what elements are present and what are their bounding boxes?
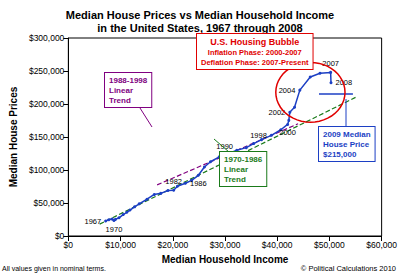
svg-text:1967: 1967 bbox=[84, 217, 101, 226]
svg-text:Trend: Trend bbox=[224, 175, 246, 184]
svg-text:Trend: Trend bbox=[109, 96, 131, 105]
svg-text:1970-1986: 1970-1986 bbox=[224, 155, 263, 164]
svg-text:2008: 2008 bbox=[335, 78, 353, 88]
svg-text:1988-1998: 1988-1998 bbox=[109, 76, 148, 85]
svg-text:$50,000: $50,000 bbox=[34, 198, 65, 208]
svg-text:Median House Prices: Median House Prices bbox=[8, 86, 19, 187]
svg-text:$60,000: $60,000 bbox=[366, 240, 397, 250]
svg-text:Median House Prices vs Median: Median House Prices vs Median Household … bbox=[66, 9, 334, 21]
svg-text:2000: 2000 bbox=[279, 128, 296, 137]
svg-text:Linear: Linear bbox=[109, 86, 133, 95]
svg-text:U.S. Housing Bubble: U.S. Housing Bubble bbox=[210, 37, 299, 47]
svg-text:All values given in nominal te: All values given in nominal terms. bbox=[2, 265, 106, 273]
svg-text:$0: $0 bbox=[64, 240, 74, 250]
svg-text:1982: 1982 bbox=[165, 177, 182, 186]
svg-text:in the United States, 1967 thr: in the United States, 1967 through 2008 bbox=[97, 22, 302, 34]
svg-text:Median Household Income: Median Household Income bbox=[162, 254, 289, 265]
svg-text:$150,000: $150,000 bbox=[29, 132, 65, 142]
svg-text:House Price: House Price bbox=[323, 140, 370, 149]
svg-text:$10,000: $10,000 bbox=[105, 240, 136, 250]
svg-text:$100,000: $100,000 bbox=[29, 165, 65, 175]
svg-text:$215,000: $215,000 bbox=[323, 150, 357, 159]
svg-text:$300,000: $300,000 bbox=[29, 33, 65, 43]
svg-text:2007: 2007 bbox=[322, 59, 339, 68]
svg-text:Linear: Linear bbox=[224, 165, 248, 174]
svg-text:$40,000: $40,000 bbox=[262, 240, 293, 250]
svg-text:$200,000: $200,000 bbox=[29, 99, 65, 109]
svg-text:Deflation Phase: 2007-Present: Deflation Phase: 2007-Present bbox=[201, 58, 309, 67]
svg-text:1998: 1998 bbox=[250, 131, 267, 140]
svg-text:Inflation Phase: 2000-2007: Inflation Phase: 2000-2007 bbox=[208, 48, 302, 57]
svg-text:1970: 1970 bbox=[106, 225, 123, 234]
svg-text:$20,000: $20,000 bbox=[157, 240, 188, 250]
svg-text:$0: $0 bbox=[54, 231, 65, 241]
svg-text:$250,000: $250,000 bbox=[29, 66, 65, 76]
svg-text:2004: 2004 bbox=[279, 86, 296, 95]
svg-text:2009 Median: 2009 Median bbox=[323, 130, 371, 139]
svg-text:1990: 1990 bbox=[216, 141, 233, 151]
svg-text:$30,000: $30,000 bbox=[210, 240, 241, 250]
svg-text:2002: 2002 bbox=[269, 108, 286, 117]
svg-text:1986: 1986 bbox=[190, 179, 207, 188]
svg-text:$50,000: $50,000 bbox=[314, 240, 345, 250]
svg-text:© Political Calculations 2010: © Political Calculations 2010 bbox=[301, 264, 396, 273]
